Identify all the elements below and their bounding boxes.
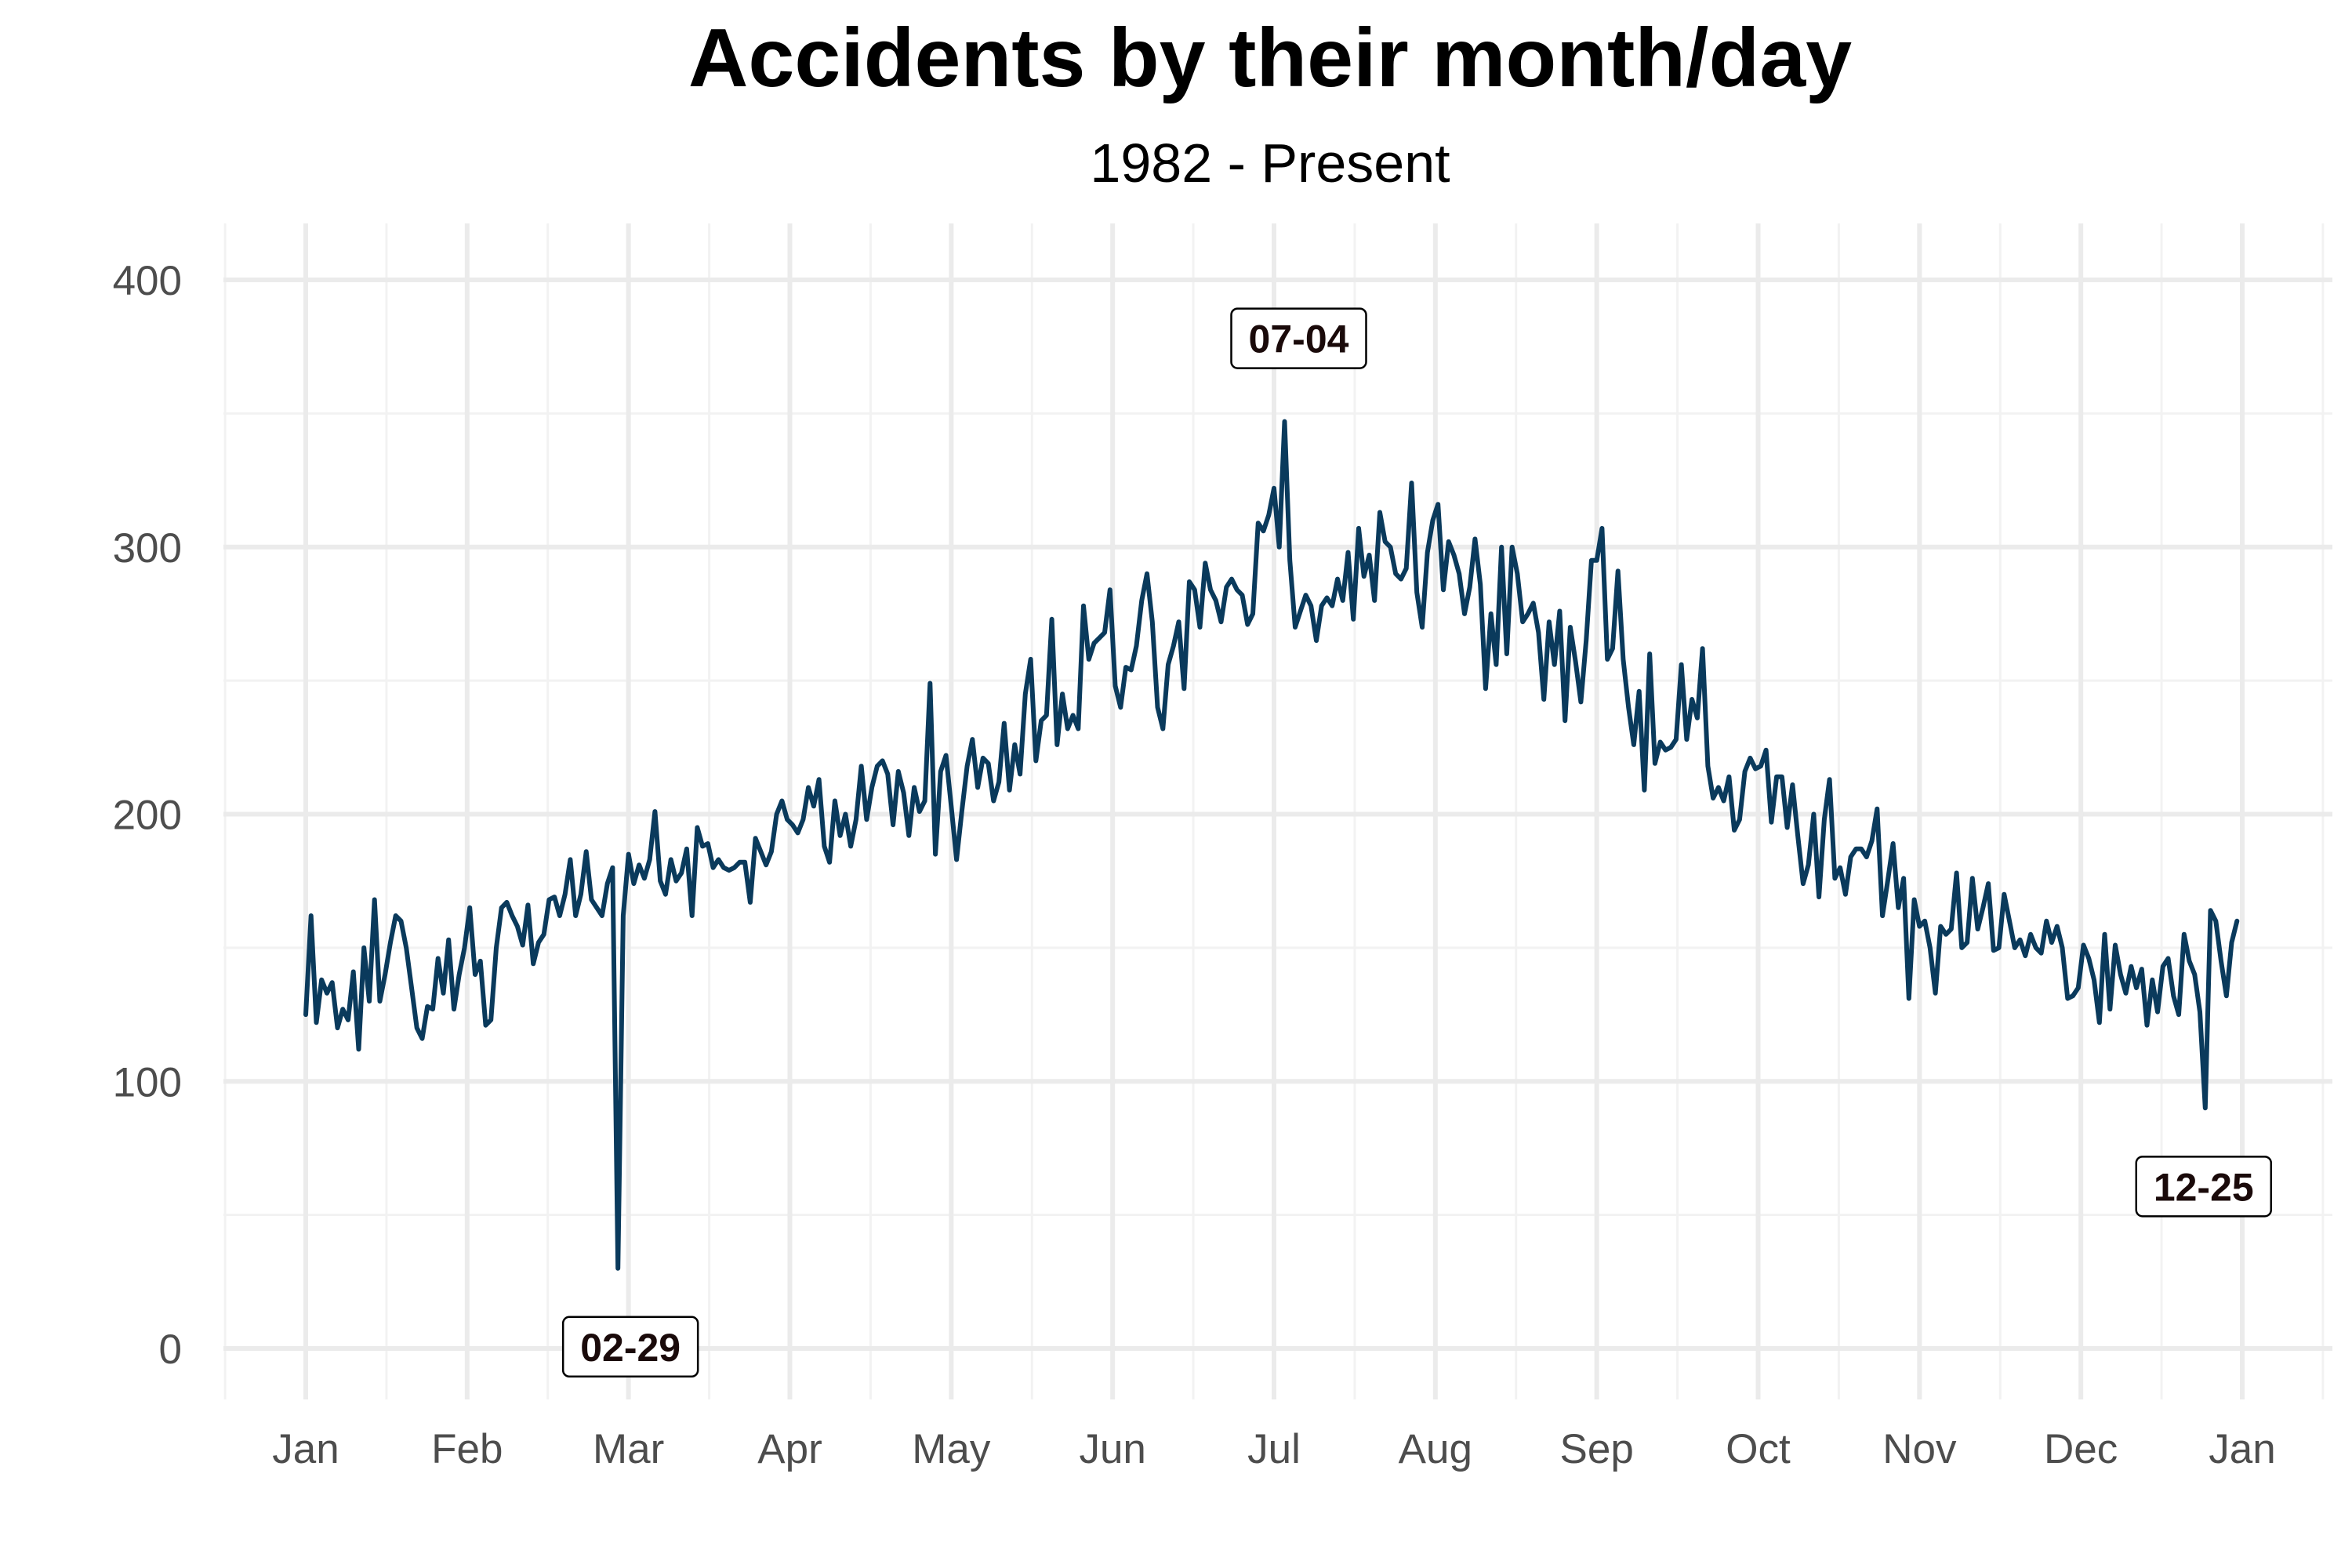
chart-subtitle: 1982 - Present [1090,132,1450,194]
x-tick-label: May [912,1426,991,1472]
x-tick-label: Jul [1247,1426,1301,1472]
x-tick-label: Jan [272,1426,339,1472]
x-tick-label: Dec [2044,1426,2118,1472]
y-tick-label: 100 [113,1059,182,1105]
y-tick-label: 0 [159,1327,182,1373]
y-axis-ticks: 0 100 200 300 400 [113,258,182,1373]
series-group [303,419,2240,1271]
x-tick-label: Apr [757,1426,822,1472]
annotation-box [1230,307,1367,369]
annotation-label: 02-29 [580,1326,681,1370]
x-tick-label: Sep [1560,1426,1634,1472]
x-tick-label: Aug [1399,1426,1472,1472]
plot-grid [223,223,2332,1399]
y-tick-label: 400 [113,258,182,304]
annotation-box [2135,1156,2273,1218]
x-tick-label: Feb [431,1426,503,1472]
annotation-02-29: 02-29 [561,1316,699,1378]
annotation-label: 12-25 [2154,1165,2254,1209]
annotation-label: 07-04 [1249,318,1349,361]
annotation-12-25: 12-25 [2135,1156,2273,1218]
x-tick-label: Jan [2209,1426,2275,1472]
series-line [303,419,2240,1271]
annotation-07-04: 07-04 [1230,307,1367,369]
y-tick-label: 300 [113,525,182,572]
x-tick-label: Nov [1882,1426,1957,1472]
chart-title: Accidents by their month/day [688,12,1852,104]
annotation-box [561,1316,699,1378]
x-tick-label: Jun [1079,1426,1145,1472]
y-tick-label: 200 [113,793,182,839]
x-tick-label: Oct [1726,1426,1791,1472]
x-tick-label: Mar [593,1426,664,1472]
annotations-group: 07-04 02-29 12-25 [561,307,2273,1378]
x-axis-ticks: Jan Feb Mar Apr May Jun Jul Aug Sep Oct Nov Dec Jan [272,1426,2275,1472]
